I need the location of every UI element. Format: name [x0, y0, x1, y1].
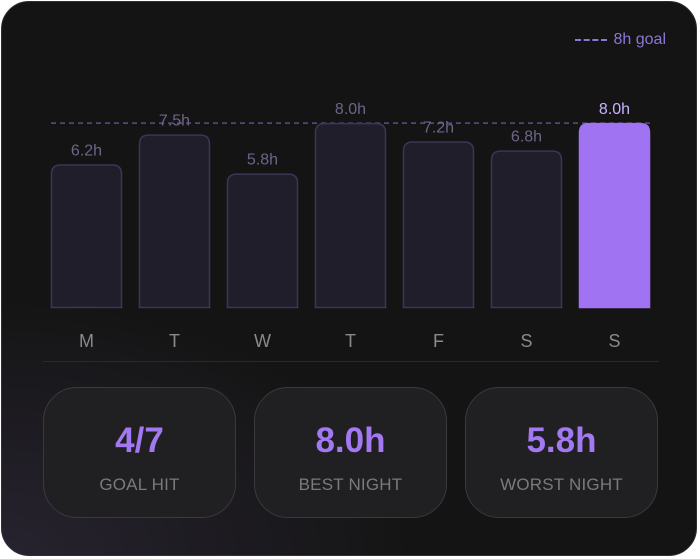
category-label-6: S	[608, 331, 620, 351]
bar-value-label-5: 6.8h	[511, 129, 542, 146]
bar-5	[490, 150, 563, 309]
best-night-value: 8.0h	[315, 421, 386, 460]
category-label-0: M	[79, 331, 94, 351]
sleep-bar-chart: 6.2h M 7.5h T 5.8h W 8.0h T 7.2h F 6.8h S 8.0h S	[50, 101, 653, 351]
worst-night-stat: 5.8h WORST NIGHT	[465, 387, 658, 518]
bar-3	[314, 122, 387, 309]
category-label-4: F	[433, 331, 444, 351]
worst-night-label: WORST NIGHT	[500, 475, 623, 494]
bar-value-label-2: 5.8h	[247, 152, 278, 169]
bar-1	[138, 134, 211, 309]
bar-value-label-4: 7.2h	[423, 119, 454, 136]
bar-4	[402, 141, 475, 309]
goal-legend-swatch	[574, 39, 607, 41]
bar-6	[578, 122, 651, 309]
goal-hit-value: 4/7	[115, 421, 164, 460]
chart-legend: 8h goal	[574, 31, 667, 49]
bar-value-label-0: 6.2h	[71, 142, 102, 159]
bar-value-label-6: 8.0h	[599, 101, 630, 118]
category-label-3: T	[345, 331, 356, 351]
worst-night-value: 5.8h	[526, 421, 597, 460]
category-label-1: T	[169, 331, 180, 351]
bar-2	[226, 173, 299, 309]
category-label-2: W	[254, 331, 271, 351]
goal-hit-stat: 4/7 GOAL HIT	[43, 387, 236, 518]
bar-value-label-3: 8.0h	[335, 101, 366, 118]
category-label-5: S	[520, 331, 532, 351]
best-night-label: BEST NIGHT	[298, 475, 403, 494]
bar-value-label-1: 7.5h	[159, 113, 190, 130]
goal-legend-label: 8h goal	[613, 31, 667, 48]
divider	[43, 361, 659, 362]
best-night-stat: 8.0h BEST NIGHT	[254, 387, 447, 518]
goal-hit-label: GOAL HIT	[99, 475, 180, 494]
bar-0	[50, 164, 123, 309]
